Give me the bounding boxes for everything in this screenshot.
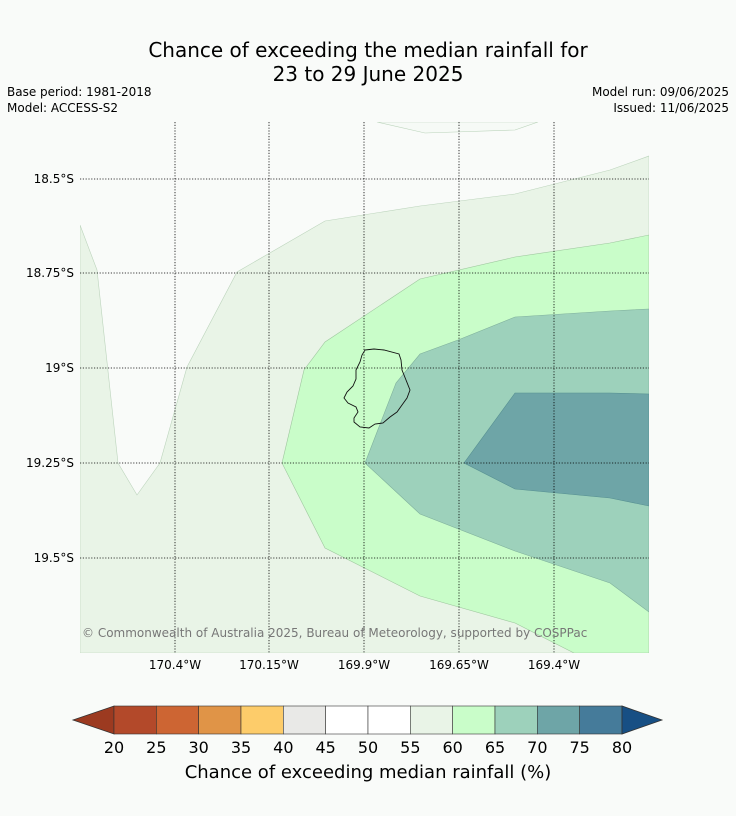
map-title: Chance of exceeding the median rainfall … (0, 38, 736, 86)
colorbar-over-arrow (621, 705, 664, 735)
colorbar-tick-label: 20 (103, 738, 125, 757)
lat-label-19-25: 19.25°S (26, 456, 74, 470)
model-info: Base period: 1981-2018 Model: ACCESS-S2 (7, 84, 152, 116)
colorbar-tick-label: 60 (442, 738, 463, 757)
colorbar-tick-label: 50 (357, 738, 379, 757)
colorbar-tick-label: 25 (146, 738, 167, 757)
map-panel (80, 122, 649, 653)
colorbar-tick-label: 55 (400, 738, 421, 757)
colorbar-tick-label: 75 (569, 738, 590, 757)
run-info: Model run: 09/06/2025 Issued: 11/06/2025 (592, 84, 729, 116)
colorbar-segment (198, 705, 242, 735)
lon-label-169-65: 169.65°W (429, 658, 489, 672)
colorbar-tick-label: 35 (230, 738, 252, 757)
colorbar (71, 705, 664, 735)
contour-top-sliver (376, 122, 539, 134)
colorbar-tick-label: 40 (273, 738, 294, 757)
colorbar-segment (537, 705, 580, 735)
lat-label-18-75: 18.75°S (26, 266, 74, 280)
copyright-notice: © Commonwealth of Australia 2025, Bureau… (82, 626, 588, 640)
lon-label-170-4: 170.4°W (148, 658, 202, 672)
colorbar-segment (367, 705, 411, 735)
lon-label-169-4: 169.4°W (527, 658, 581, 672)
map-svg (80, 122, 649, 653)
island-coastline (343, 348, 411, 429)
colorbar-segment (325, 705, 369, 735)
colorbar-tick-label: 45 (315, 738, 336, 757)
lat-label-18-5: 18.5°S (33, 172, 74, 186)
lat-label-19-5: 19.5°S (33, 551, 74, 565)
lat-label-19: 19°S (45, 361, 74, 375)
colorbar-tick-label: 65 (484, 738, 506, 757)
colorbar-segment (579, 705, 623, 735)
colorbar-segment (494, 705, 538, 735)
base-period: Base period: 1981-2018 (7, 85, 152, 99)
colorbar-segment (283, 705, 326, 735)
colorbar-segment (240, 705, 284, 735)
colorbar-segment (156, 705, 199, 735)
colorbar-segment (410, 705, 453, 735)
model-name: Model: ACCESS-S2 (7, 101, 119, 115)
title-line-1: Chance of exceeding the median rainfall … (148, 38, 588, 62)
lon-label-170-15: 170.15°W (239, 658, 299, 672)
title-line-2: 23 to 29 June 2025 (272, 62, 464, 86)
colorbar-tick-label: 30 (188, 738, 209, 757)
colorbar-under-arrow (71, 705, 115, 735)
lon-label-169-9: 169.9°W (337, 658, 391, 672)
colorbar-segment (113, 705, 157, 735)
colorbar-tick-label: 70 (527, 738, 548, 757)
graticule (80, 122, 649, 653)
colorbar-tick-label: 80 (611, 738, 633, 757)
contour-70-75 (463, 392, 649, 507)
colorbar-segment (452, 705, 496, 735)
issued-date: Issued: 11/06/2025 (613, 101, 729, 115)
colorbar-label: Chance of exceeding median rainfall (%) (184, 762, 552, 783)
model-run: Model run: 09/06/2025 (591, 85, 729, 99)
